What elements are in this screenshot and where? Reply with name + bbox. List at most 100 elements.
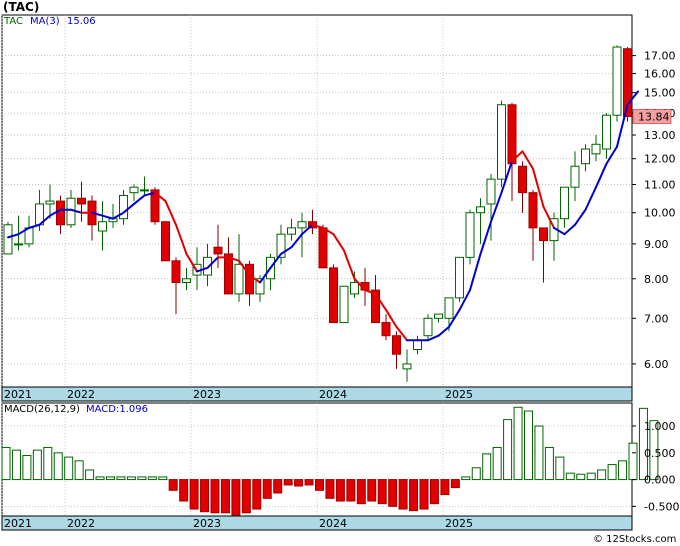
ma-segment [259, 266, 272, 284]
candle-body-down [318, 227, 328, 269]
candle-body-up [129, 186, 139, 194]
candle-body-up [591, 143, 601, 155]
candle-body-down [171, 260, 181, 283]
price-y-tick-label: 8.00 [644, 273, 669, 286]
price-vertical-gridlines [1, 15, 444, 387]
macd-bars [1, 406, 659, 516]
candle-body-up [350, 281, 359, 295]
candle [140, 176, 149, 196]
macd-bar-positive [126, 476, 136, 481]
macd-bar-positive [628, 442, 638, 481]
macd-bar-negative [367, 479, 377, 502]
ma-segment [437, 325, 450, 337]
macd-bar-negative [409, 479, 419, 512]
candle-body-up [276, 233, 286, 258]
macd-bar-negative [315, 479, 324, 491]
ma-segment [91, 211, 104, 217]
price-x-tick-label: 2025 [445, 388, 473, 401]
candle [77, 181, 86, 222]
macd-bar-positive [43, 446, 53, 481]
macd-bar-positive [586, 472, 596, 481]
candle-body-down [392, 335, 401, 355]
last-price-label: 13.84 [638, 110, 670, 123]
macd-bar-negative [304, 479, 314, 486]
macd-bar-positive [565, 472, 575, 481]
price-y-tick-label: 15.00 [644, 87, 676, 100]
candle [329, 264, 338, 324]
ma-segment [616, 103, 629, 148]
candle [539, 227, 548, 283]
macd-bar-positive [492, 446, 502, 481]
macd-bar-positive [74, 460, 84, 481]
ma-segment [238, 259, 251, 277]
candle [518, 161, 527, 213]
macd-vertical-gridlines [1, 403, 444, 516]
candle [560, 186, 569, 228]
macd-bar-negative [440, 479, 450, 496]
ma-segment [112, 211, 125, 220]
macd-bar-negative [168, 479, 178, 491]
candle-body-down [623, 48, 632, 117]
macd-bar-positive [137, 476, 147, 481]
macd-bar-negative [388, 479, 398, 507]
candle-body-up [602, 114, 611, 150]
ma-segment [322, 226, 335, 236]
macd-y-tick-label: 1.000 [644, 420, 676, 433]
macd-y-axis: 1.000 0.500 0.000 -0.500 [632, 420, 679, 513]
macd-bar-positive [11, 449, 21, 481]
price-y-tick-label: 17.00 [644, 50, 676, 63]
macd-legend-value: MACD:1.096 [86, 404, 148, 415]
candle-body-up [570, 165, 580, 188]
ma-segment [7, 233, 20, 239]
legend-ma-label: MA(3) [30, 16, 60, 27]
ma-segment [479, 220, 492, 255]
ma-segment [133, 194, 146, 205]
candle-body-down [77, 197, 86, 205]
candle [224, 237, 233, 295]
ma-segment [49, 208, 62, 217]
ma-segment [553, 226, 566, 236]
ma-segment [605, 145, 618, 165]
price-y-tick-label: 6.00 [644, 358, 669, 371]
candle-body-down [518, 165, 527, 194]
candle-body-down [245, 263, 254, 295]
macd-bar-positive [503, 419, 513, 481]
candle [392, 331, 401, 369]
ma-segment [574, 208, 587, 226]
ma-segment [595, 162, 608, 189]
ma-segment [70, 208, 83, 214]
candle [339, 285, 349, 324]
ma-segment [584, 186, 597, 211]
candle-body-up [140, 189, 149, 192]
macd-bar-negative [450, 479, 460, 489]
macd-bar-negative [241, 479, 251, 514]
macd-bar-negative [231, 479, 241, 516]
price-y-tick-label: 9.00 [644, 238, 669, 251]
macd-bar-negative [252, 479, 262, 510]
candle [455, 256, 464, 302]
candle-body-down [539, 227, 548, 242]
candle [98, 201, 107, 251]
candle-body-up [119, 194, 128, 220]
candle [602, 113, 611, 159]
macd-bar-positive [576, 473, 586, 481]
candle [234, 234, 244, 302]
macd-x-tick-label: 2025 [445, 517, 473, 530]
ma-segment [143, 191, 156, 197]
macd-bar-negative [294, 479, 304, 487]
candle [203, 243, 212, 287]
macd-bar-negative [398, 479, 408, 510]
candle-body-up [3, 224, 13, 255]
candle-body-up [203, 256, 212, 276]
macd-bar-positive [482, 453, 492, 481]
ma-segment [343, 249, 356, 280]
candle [434, 313, 443, 323]
price-x-tick-label: 2024 [319, 388, 347, 401]
ma-segment [280, 246, 293, 255]
macd-bar-negative [210, 479, 220, 514]
macd-panel: 1.000 0.500 0.000 -0.500 MACD(26,12,9) MACD… [1, 402, 679, 531]
candle [381, 314, 391, 341]
ma-segment [469, 252, 482, 292]
price-x-axis: 2021 2022 2023 2024 2025 [4, 388, 473, 401]
